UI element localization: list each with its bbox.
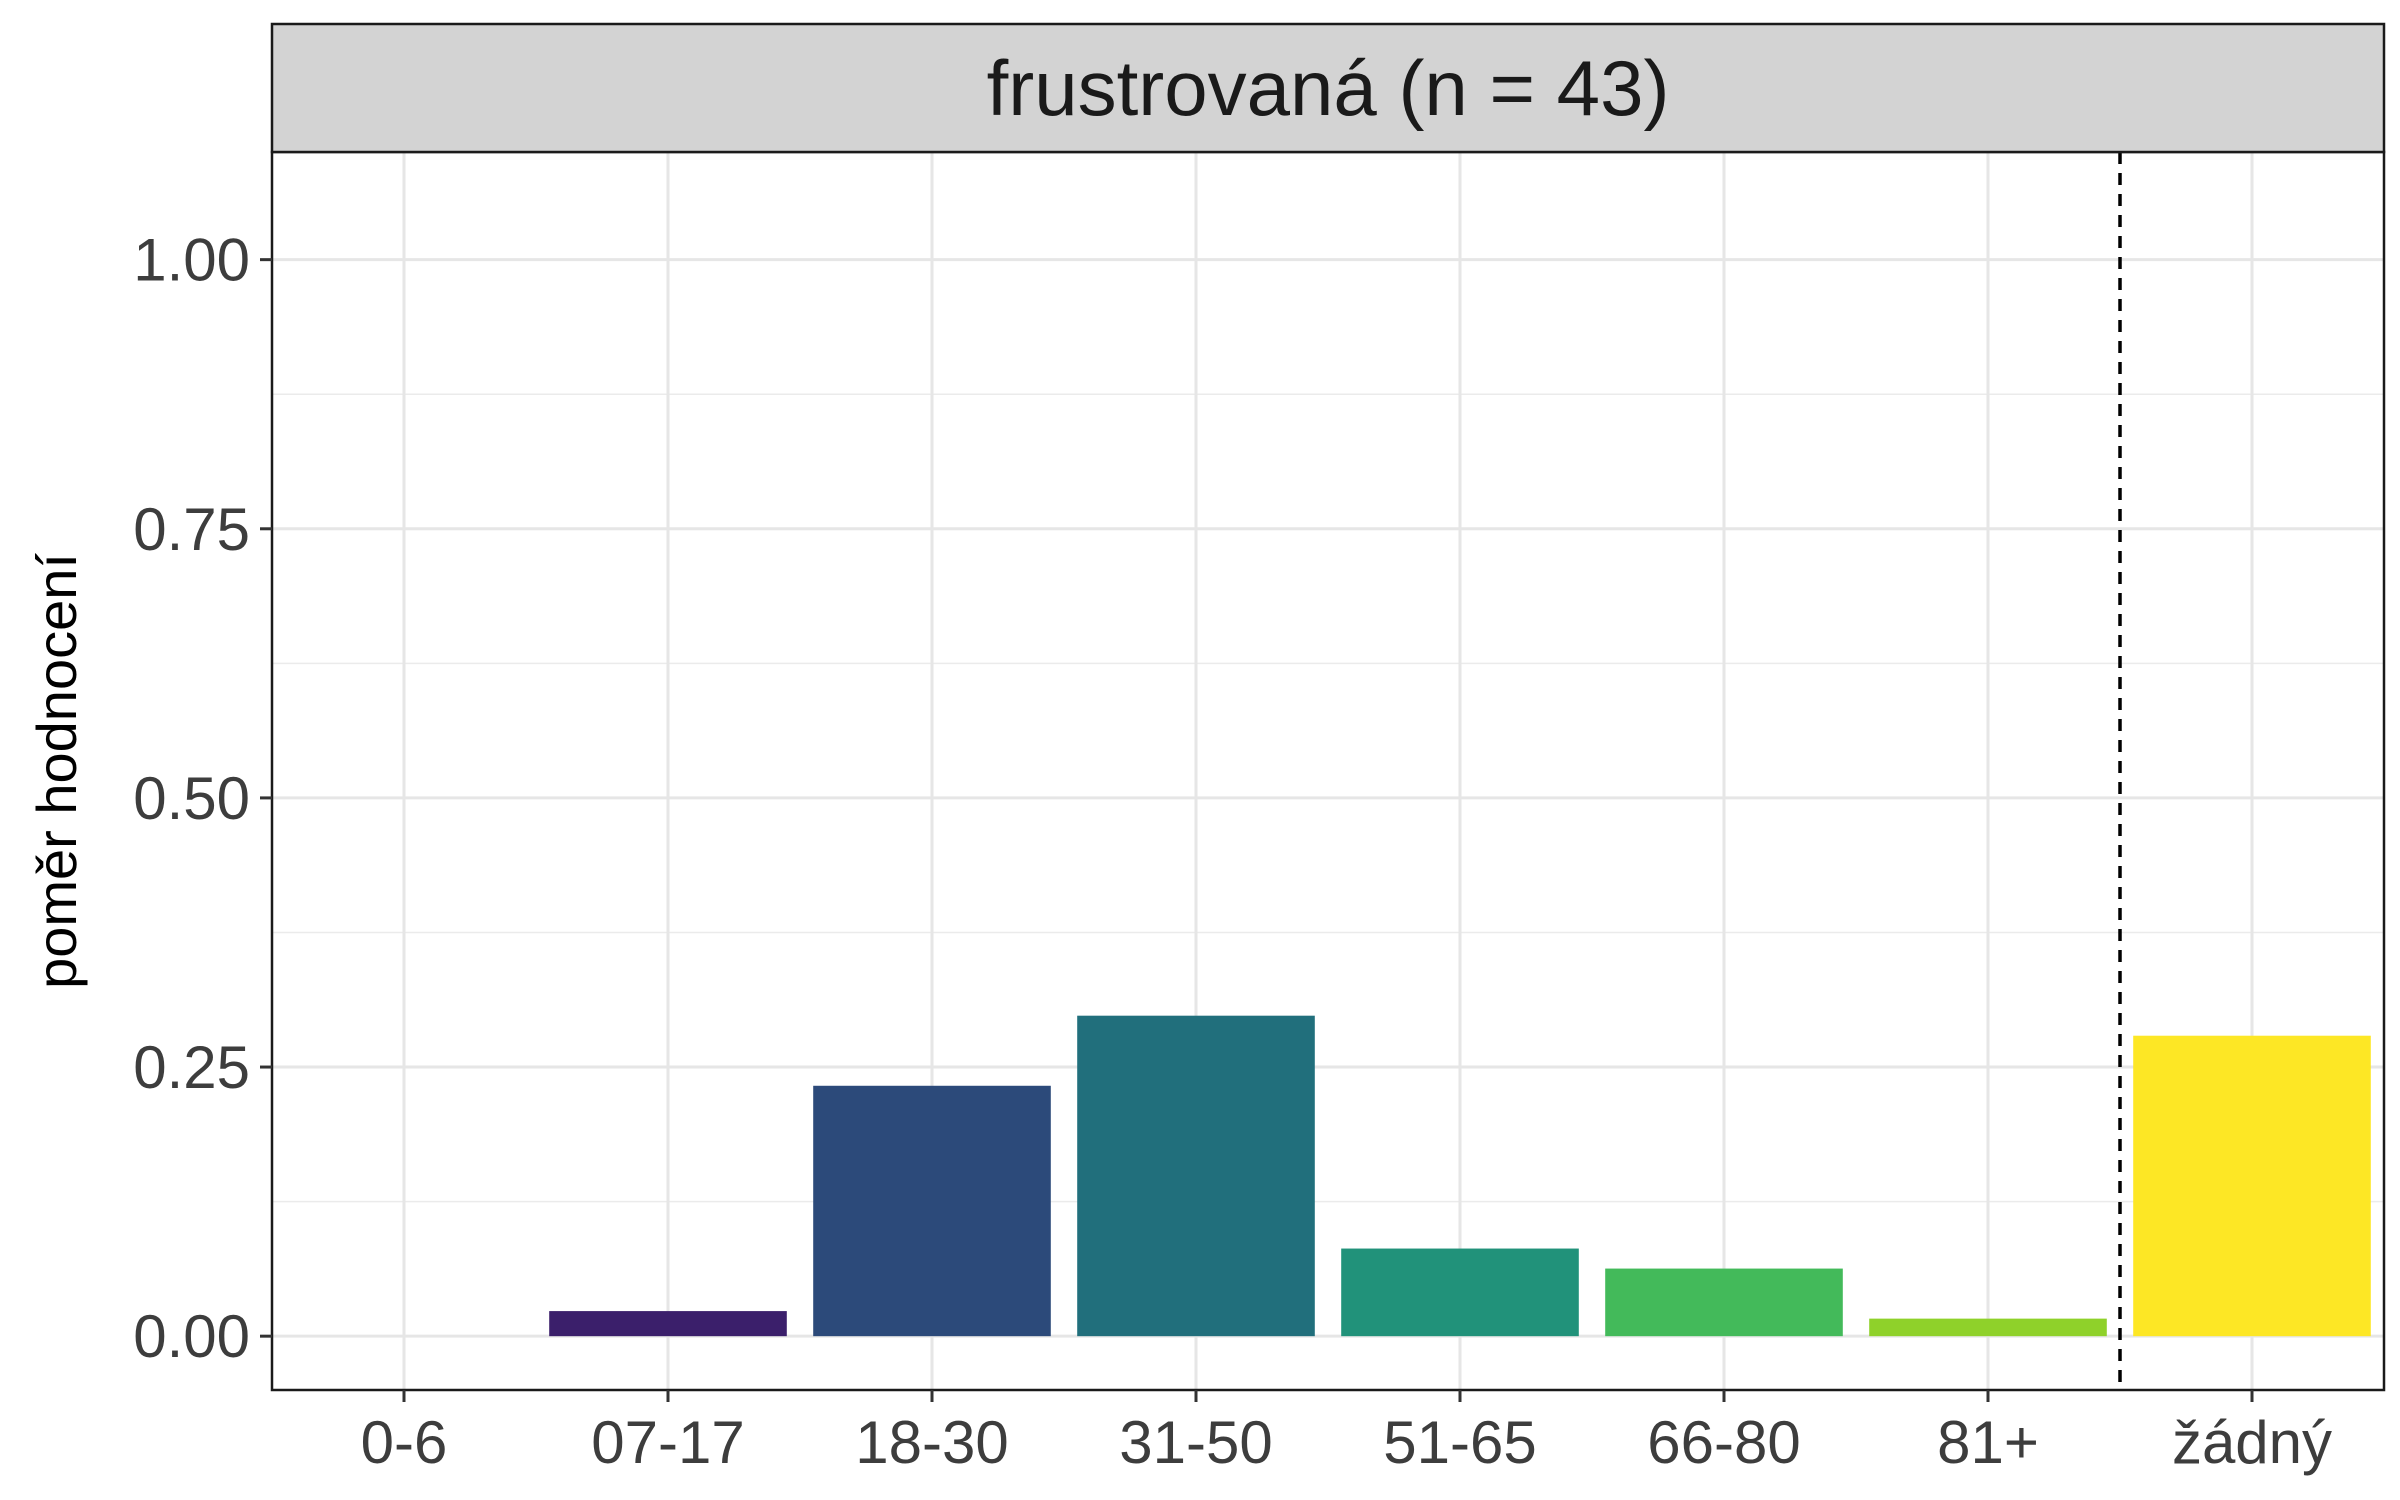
x-tick-label: 51-65 xyxy=(1383,1409,1536,1476)
y-tick-label: 1.00 xyxy=(133,227,250,294)
bar-žádný xyxy=(2133,1035,2371,1337)
x-tick-label: 18-30 xyxy=(855,1409,1008,1476)
y-tick-label: 0.75 xyxy=(133,496,250,563)
bar-51-65 xyxy=(1341,1248,1579,1337)
y-tick-label: 0.25 xyxy=(133,1034,250,1101)
x-tick-label: 31-50 xyxy=(1119,1409,1272,1476)
y-tick-label: 0.00 xyxy=(133,1303,250,1370)
x-axis: 0-6 07-17 18-30 31-50 51-65 66-80 81+ žádný xyxy=(361,1390,2332,1476)
x-tick-label: 0-6 xyxy=(361,1409,448,1476)
bar-81+ xyxy=(1869,1318,2107,1337)
facet-strip xyxy=(270,22,2386,154)
facet-strip-title: frustrovaná (n = 43) xyxy=(987,44,1670,132)
y-tick-label: 0.50 xyxy=(133,765,250,832)
x-tick-label: 07-17 xyxy=(591,1409,744,1476)
bar-66-80 xyxy=(1605,1268,1843,1337)
x-tick-label: 81+ xyxy=(1937,1409,2039,1476)
bar-31-50 xyxy=(1077,1015,1315,1337)
y-axis: 0.00 0.25 0.50 0.75 1.00 xyxy=(133,227,272,1370)
x-tick-label: 66-80 xyxy=(1647,1409,1800,1476)
bar-07-17 xyxy=(549,1311,787,1337)
bar-18-30 xyxy=(813,1085,1051,1337)
bars-layer xyxy=(549,1015,2371,1337)
y-axis-title: poměr hodnocení xyxy=(25,553,88,989)
grid-layer xyxy=(272,152,2384,1390)
x-tick-label: žádný xyxy=(2172,1409,2332,1476)
